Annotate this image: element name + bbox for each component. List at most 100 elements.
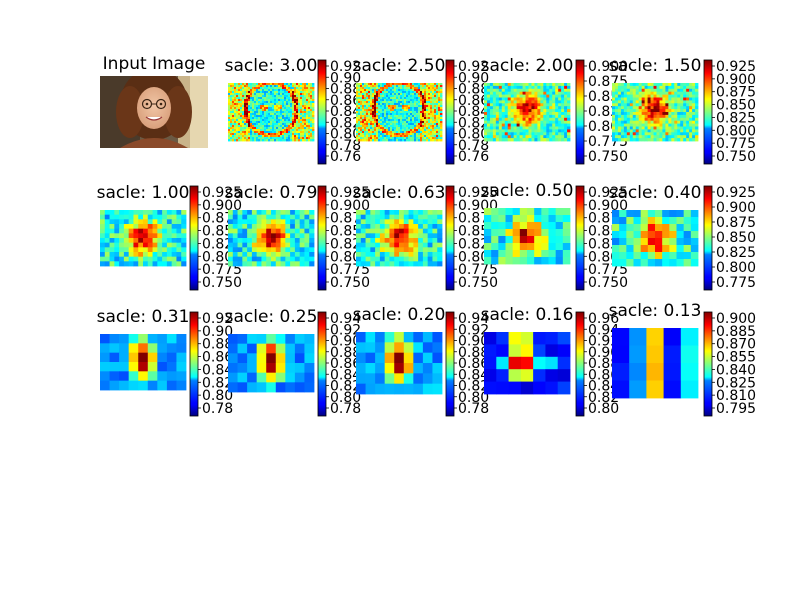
heatmap-cell bbox=[309, 228, 315, 234]
heatmap-cell bbox=[232, 97, 235, 100]
heatmap-cell bbox=[561, 106, 565, 110]
colorbar-tick-label: 0.78 bbox=[458, 401, 489, 417]
heatmap-cell bbox=[623, 129, 628, 133]
heatmap-cell bbox=[271, 252, 277, 258]
heatmap-cell bbox=[246, 117, 249, 120]
heatmap-cell bbox=[513, 135, 518, 139]
heatmap-cell bbox=[686, 138, 690, 142]
heatmap-cell bbox=[394, 93, 397, 96]
heatmap-cell bbox=[252, 113, 255, 116]
heatmap-cell bbox=[294, 125, 297, 128]
heatmap-cell bbox=[274, 117, 277, 120]
heatmap-cell bbox=[414, 119, 417, 122]
heatmap-cell bbox=[252, 131, 255, 134]
heatmap-cell bbox=[489, 138, 494, 142]
heatmap-cell bbox=[501, 126, 506, 130]
heatmap-cell bbox=[258, 95, 261, 98]
heatmap-cell bbox=[171, 214, 177, 220]
heatmap-cell bbox=[104, 247, 110, 253]
heatmap-cell bbox=[486, 91, 491, 95]
heatmap-cell bbox=[270, 137, 273, 140]
heatmap-cell bbox=[412, 103, 415, 106]
heatmap-cell bbox=[486, 117, 491, 122]
heatmap-cell bbox=[292, 107, 295, 110]
heatmap-cell bbox=[686, 97, 690, 101]
heatmap-cell bbox=[386, 121, 389, 124]
heatmap-cell bbox=[274, 119, 277, 122]
heatmap-cell bbox=[384, 103, 387, 106]
heatmap-cell bbox=[280, 93, 283, 96]
heatmap-cell bbox=[617, 106, 622, 110]
heatmap-cell bbox=[296, 111, 299, 114]
heatmap-cell bbox=[294, 261, 301, 267]
heatmap-cell bbox=[543, 132, 547, 136]
heatmap-cell bbox=[617, 100, 622, 104]
heatmap-cell bbox=[272, 123, 275, 126]
heatmap-cell bbox=[238, 131, 241, 134]
heatmap-cell bbox=[619, 210, 627, 218]
heatmap-cell bbox=[152, 256, 158, 262]
heatmap-cell bbox=[356, 117, 359, 120]
heatmap-cell bbox=[362, 111, 365, 114]
heatmap-cell bbox=[438, 137, 441, 140]
heatmap-cell bbox=[362, 95, 365, 98]
heatmap-cell bbox=[386, 125, 389, 128]
heatmap-cell bbox=[647, 94, 651, 98]
heatmap-cell bbox=[358, 127, 361, 130]
heatmap-cell bbox=[298, 121, 301, 124]
heatmap-cell bbox=[403, 332, 414, 343]
heatmap-cell bbox=[262, 131, 265, 134]
heatmap-cell bbox=[434, 139, 437, 142]
heatmap-cell bbox=[368, 119, 371, 122]
heatmap-cell bbox=[519, 208, 528, 216]
heatmap-cell bbox=[428, 131, 431, 134]
heatmap-cell bbox=[432, 214, 438, 220]
heatmap-cell bbox=[292, 139, 295, 142]
heatmap-cell bbox=[380, 89, 383, 92]
heatmap-cell bbox=[228, 115, 231, 118]
heatmap-cell bbox=[620, 138, 625, 142]
heatmap-cell bbox=[394, 111, 397, 114]
heatmap-cell bbox=[432, 228, 438, 234]
heatmap-cell bbox=[268, 85, 271, 88]
heatmap-cell bbox=[248, 115, 251, 118]
heatmap-cell bbox=[275, 252, 281, 258]
heatmap-cell bbox=[689, 129, 693, 133]
heatmap-cell bbox=[282, 91, 285, 94]
heatmap-cell bbox=[176, 380, 187, 391]
heatmap-cell bbox=[484, 208, 492, 216]
heatmap-cell bbox=[403, 373, 414, 385]
heatmap-cell bbox=[280, 103, 283, 106]
colorbar-tick-label: 0.84 bbox=[330, 367, 361, 383]
heatmap-cell bbox=[256, 382, 267, 393]
heatmap-cell bbox=[378, 101, 381, 104]
heatmap-cell bbox=[237, 224, 243, 230]
heatmap-cell bbox=[522, 112, 526, 116]
heatmap-cell bbox=[686, 88, 690, 93]
heatmap-cell bbox=[270, 131, 273, 134]
heatmap-cell bbox=[234, 97, 237, 100]
heatmap-cell bbox=[368, 111, 371, 114]
heatmap-cell bbox=[632, 100, 637, 104]
heatmap-cell bbox=[394, 129, 397, 132]
heatmap-cell bbox=[522, 132, 526, 136]
heatmap-cell bbox=[356, 115, 359, 118]
heatmap-cell bbox=[390, 107, 393, 110]
heatmap-cell bbox=[296, 113, 299, 116]
heatmap-cell bbox=[238, 139, 241, 142]
heatmap-cell bbox=[358, 133, 361, 136]
heatmap-cell bbox=[262, 123, 265, 126]
heatmap-cell bbox=[296, 127, 299, 130]
heatmap-cell bbox=[378, 83, 381, 86]
heatmap-cell bbox=[428, 105, 431, 108]
heatmap-cell bbox=[386, 91, 389, 94]
heatmap-cell bbox=[392, 139, 395, 142]
heatmap-cell bbox=[669, 252, 677, 260]
heatmap-cell bbox=[440, 89, 443, 92]
heatmap-cell bbox=[432, 119, 435, 122]
heatmap-cell bbox=[240, 85, 243, 88]
heatmap-cell bbox=[534, 222, 542, 230]
heatmap-cell bbox=[408, 129, 411, 132]
heatmap-cell bbox=[310, 103, 313, 106]
heatmap-cell bbox=[246, 125, 249, 128]
